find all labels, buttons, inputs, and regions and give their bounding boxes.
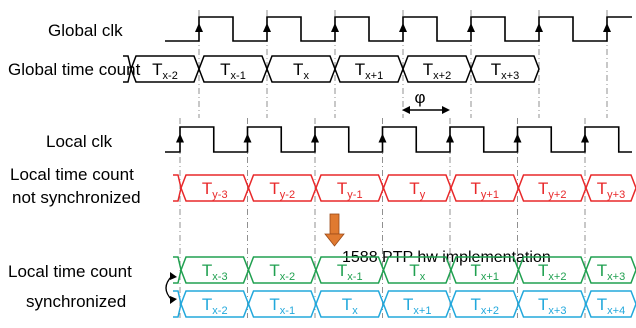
arrow-up-right-icon xyxy=(170,272,177,280)
local-sync-bus-upper: Tx-3 Tx-2 Tx-1 Tx Tx+1 Tx+2 Tx+3 xyxy=(173,256,636,284)
sync-bracket-arrow xyxy=(165,272,177,304)
local-sync-b-cell-label: Tx+1 xyxy=(403,295,431,317)
global-count-cell-label: Tx+3 xyxy=(491,60,519,82)
rising-edge-arrow-icon xyxy=(581,133,589,143)
local-sync-b-cell-label: Tx+3 xyxy=(538,295,566,317)
label-local-unsync-line2: not synchronized xyxy=(12,188,141,207)
global-count-cell-label: Tx+2 xyxy=(423,60,451,82)
rising-edge-arrow-icon xyxy=(311,133,319,143)
ptp-arrow xyxy=(324,213,345,247)
global-time-count-bus: Tx-2 Tx-1 Tx Tx+1 Tx+2 Tx+3 xyxy=(123,55,540,83)
label-local-clk: Local clk xyxy=(46,132,113,151)
rising-edge-arrow-icon xyxy=(603,23,611,32)
local-sync-a-cell-label: Tx-2 xyxy=(269,261,295,283)
local-sync-a-cell-label: Tx+3 xyxy=(597,261,625,283)
local-sync-a-cell-label: Tx+2 xyxy=(538,261,566,283)
label-local-sync-line1: Local time count xyxy=(8,262,132,281)
local-sync-b-cell-label: Tx+4 xyxy=(597,295,625,317)
rising-edge-arrow-icon xyxy=(378,133,387,143)
global-count-lead xyxy=(123,55,132,83)
global-count-cell-label: Tx-1 xyxy=(220,60,246,82)
local-sync-b-lead xyxy=(173,290,182,318)
global-count-cell-label: Tx-2 xyxy=(152,60,178,82)
global-clock-waveform xyxy=(165,16,632,42)
phase-annotation: φ xyxy=(402,88,450,114)
local-clock-trace xyxy=(165,126,632,153)
local-unsync-bus: Ty-3 Ty-2 Ty-1 Ty Ty+1 Ty+2 Ty+3 xyxy=(173,174,636,202)
local-unsync-cell-label: Ty xyxy=(409,179,425,201)
global-count-cell-label: Tx xyxy=(293,60,309,82)
phase-label: φ xyxy=(414,88,425,107)
rising-edge-arrow-icon xyxy=(176,133,184,143)
local-unsync-cell-label: Ty-1 xyxy=(337,179,363,201)
local-sync-b-cell-label: Tx+2 xyxy=(471,295,499,317)
label-global-clk: Global clk xyxy=(48,21,123,40)
global-count-cell-label: Tx+1 xyxy=(355,60,383,82)
local-sync-b-cell-label: Tx xyxy=(342,295,358,317)
rising-edge-arrow-icon xyxy=(195,23,203,32)
local-unsync-cell-label: Ty+1 xyxy=(471,179,499,201)
rising-edge-arrow-icon xyxy=(399,23,407,32)
arrow-down-right-icon xyxy=(170,296,177,304)
bracket-curve xyxy=(165,275,173,301)
arrow-left-icon xyxy=(402,106,410,114)
rising-edge-arrow-icon xyxy=(535,23,543,32)
local-sync-bus-lower: Tx-2 Tx-1 Tx Tx+1 Tx+2 Tx+3 Tx+4 xyxy=(173,290,636,318)
arrow-right-icon xyxy=(442,106,450,114)
local-unsync-lead xyxy=(173,174,182,202)
local-unsync-cell-label: Ty+2 xyxy=(538,179,566,201)
local-sync-a-cell-label: Tx-3 xyxy=(202,261,228,283)
rising-edge-arrow-icon xyxy=(467,23,475,32)
global-clock-trace xyxy=(165,16,632,42)
label-local-unsync-line1: Local time count xyxy=(10,165,134,184)
local-clock-waveform xyxy=(165,126,632,153)
local-unsync-cell-label: Ty-2 xyxy=(269,179,295,201)
local-sync-a-cell-label: Tx+1 xyxy=(471,261,499,283)
rising-edge-arrow-icon xyxy=(263,23,271,32)
ptp-arrow-shaft xyxy=(329,213,340,235)
rising-edge-arrow-icon xyxy=(243,133,252,143)
label-local-sync-line2: synchronized xyxy=(26,292,126,311)
rising-edge-arrow-icon xyxy=(513,133,522,143)
local-sync-a-cell-label: Tx xyxy=(409,261,425,283)
global-count-cell xyxy=(470,55,540,83)
local-sync-a-cell-label: Tx-1 xyxy=(337,261,363,283)
label-global-time-count: Global time count xyxy=(8,60,141,79)
local-sync-b-cell-label: Tx-1 xyxy=(269,295,295,317)
local-sync-a-lead xyxy=(173,256,182,284)
local-unsync-cell-label: Ty+3 xyxy=(597,179,625,201)
local-sync-b-cell-label: Tx-2 xyxy=(202,295,228,317)
rising-edge-arrow-icon xyxy=(331,23,339,32)
rising-edge-arrow-icon xyxy=(446,133,454,143)
local-sync-b-cell xyxy=(585,290,636,318)
local-sync-a-cell xyxy=(585,256,636,284)
local-unsync-cell-label: Ty-3 xyxy=(202,179,228,201)
down-arrow-icon xyxy=(324,233,345,247)
local-unsync-cell xyxy=(585,174,636,202)
